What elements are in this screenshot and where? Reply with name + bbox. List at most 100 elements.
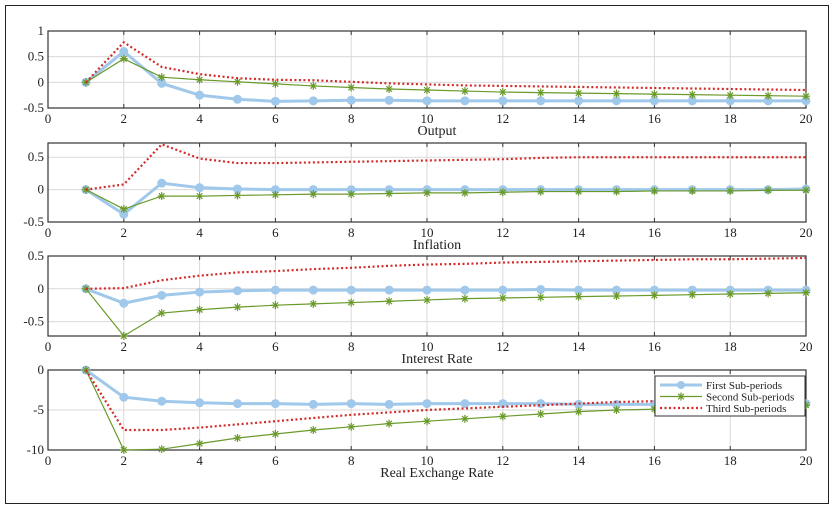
data-point-second [802, 186, 810, 195]
data-point-second [385, 189, 394, 198]
star-marker-stroke [423, 296, 431, 304]
star-marker-stroke [613, 90, 620, 97]
data-point-first [119, 47, 129, 57]
data-point-second [612, 89, 621, 98]
star-marker-stroke [234, 192, 241, 199]
data-point-first [308, 285, 318, 295]
data-point-first [346, 399, 356, 409]
star-marker-stroke [461, 295, 469, 302]
star-marker-stroke [423, 417, 431, 425]
legend-entry: Third Sub-periods [660, 403, 786, 415]
data-point-second [726, 290, 735, 299]
star-marker-stroke [82, 186, 90, 193]
y-tick-label: 0.5 [28, 149, 44, 164]
data-point-second [347, 422, 356, 431]
star-marker-stroke [537, 410, 544, 418]
data-point-second [119, 205, 128, 214]
series-line-3 [85, 143, 806, 191]
y-tick-label: 0.5 [28, 248, 44, 263]
data-point-second [195, 75, 204, 84]
star-marker-stroke [158, 192, 165, 200]
data-point-first [270, 96, 280, 106]
data-point-second [498, 88, 507, 97]
data-point-second [650, 90, 659, 99]
series-line-2 [85, 288, 807, 337]
series-line-3 [84, 369, 806, 432]
data-point-second [498, 188, 507, 197]
data-point-first [233, 399, 242, 409]
data-point-second [309, 299, 318, 308]
x-tick-label: 12 [496, 111, 509, 126]
y-tick-label: -0.5 [23, 314, 44, 329]
star-marker-stroke [234, 78, 241, 86]
data-point-second [233, 191, 242, 200]
legend-label: Third Sub-periods [706, 403, 786, 415]
series-line-2 [85, 189, 806, 210]
x-tick-label: 6 [272, 453, 279, 468]
data-point-first [195, 287, 205, 297]
x-tick-label: 14 [572, 111, 586, 126]
y-tick-label: -10 [27, 442, 44, 457]
star-marker-stroke [310, 82, 317, 90]
data-point-second [574, 292, 583, 301]
star-marker-stroke [802, 92, 810, 100]
star-marker-stroke [120, 205, 128, 213]
data-point-first [346, 95, 356, 105]
subplot-title: Interest Rate [401, 352, 472, 367]
legend-label: First Sub-periods [706, 380, 782, 392]
star-marker-stroke [461, 189, 469, 197]
x-tick-label: 8 [348, 111, 355, 126]
data-point-second [536, 293, 545, 302]
data-point-second [650, 291, 659, 300]
star-marker-stroke [272, 301, 279, 309]
data-point-second [119, 446, 128, 454]
subplot-title: Real Exchange Rate [380, 466, 494, 481]
axes-box [47, 369, 807, 451]
data-point-first [233, 184, 242, 194]
data-point-second [764, 91, 773, 100]
data-point-second [271, 301, 280, 310]
x-tick-label: 4 [196, 339, 203, 354]
x-tick-label: 2 [121, 111, 128, 126]
x-tick-label: 14 [572, 225, 586, 240]
x-tick-label: 12 [496, 339, 509, 354]
x-tick-label: 16 [648, 453, 662, 468]
y-tick-label: -5 [33, 402, 44, 417]
data-point-second [612, 406, 621, 414]
data-point-first [687, 96, 697, 106]
data-point-second [460, 87, 469, 96]
data-point-first [725, 96, 735, 106]
data-point-second [385, 419, 394, 428]
x-tick-label: 20 [800, 111, 813, 126]
star-marker-stroke [651, 90, 658, 98]
star-marker-stroke [537, 89, 544, 96]
data-point-second [119, 54, 128, 63]
star-marker-stroke [764, 92, 772, 99]
star-marker-stroke [726, 91, 734, 99]
star-marker-stroke [764, 187, 772, 194]
data-point-second [574, 89, 583, 98]
x-tick-label: 10 [421, 111, 434, 126]
series-line-2 [85, 58, 807, 97]
data-point-second [119, 332, 128, 340]
y-tick-label: 0 [38, 182, 45, 197]
data-point-second [271, 190, 280, 199]
data-point-second [460, 414, 469, 423]
star-marker-stroke [764, 290, 772, 297]
x-tick-label: 0 [45, 339, 52, 354]
data-point-first [119, 298, 129, 308]
data-point-second [347, 298, 356, 307]
star-marker-stroke [234, 303, 241, 311]
data-point-second [688, 290, 697, 299]
star-marker-stroke [802, 187, 810, 194]
data-point-first [612, 285, 621, 295]
data-point-second [385, 297, 394, 306]
star-marker-stroke [461, 87, 469, 95]
x-tick-label: 18 [724, 453, 737, 468]
x-tick-label: 18 [724, 225, 737, 240]
x-tick-label: 6 [272, 111, 279, 126]
data-point-first [157, 290, 167, 300]
data-point-first [157, 78, 167, 88]
